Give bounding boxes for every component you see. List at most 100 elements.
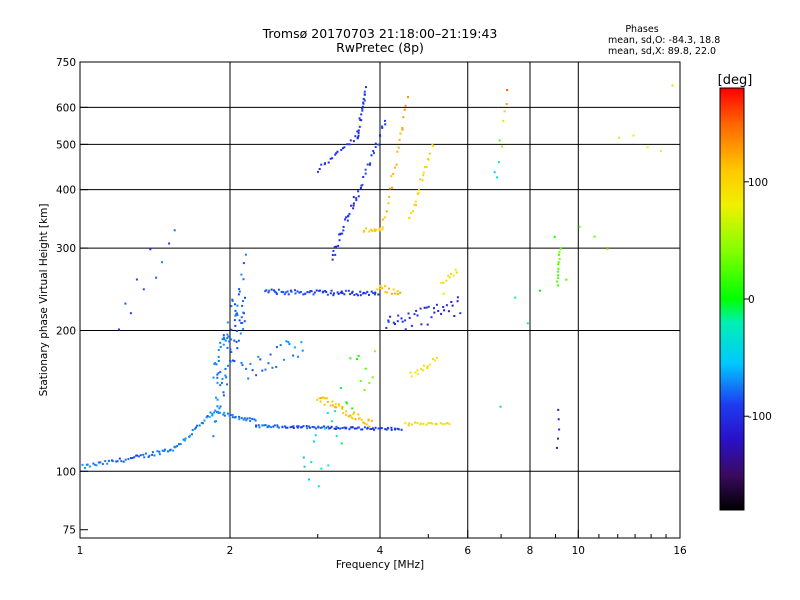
data-point: [340, 148, 343, 151]
data-point: [396, 290, 399, 293]
data-point: [216, 381, 219, 384]
data-point: [632, 134, 635, 137]
data-point: [426, 365, 429, 368]
data-point: [355, 293, 358, 296]
data-point: [174, 445, 177, 448]
data-point: [428, 152, 431, 155]
data-point: [365, 423, 368, 426]
data-point: [339, 387, 342, 389]
data-point: [553, 235, 556, 238]
data-point: [387, 319, 390, 322]
data-point: [493, 171, 496, 174]
data-point: [373, 428, 376, 431]
data-point: [359, 380, 362, 382]
data-point: [332, 404, 334, 407]
data-point: [233, 339, 236, 342]
data-point: [364, 367, 367, 370]
data-point: [309, 290, 312, 292]
data-point: [378, 229, 381, 232]
data-point: [139, 454, 142, 457]
data-point: [370, 428, 373, 430]
data-point: [431, 143, 434, 146]
data-point: [363, 230, 366, 232]
data-point: [389, 315, 392, 318]
data-point: [248, 417, 251, 420]
data-point: [447, 274, 450, 277]
data-point: [230, 338, 233, 341]
data-point: [333, 427, 336, 430]
data-point: [184, 437, 187, 440]
data-point: [366, 290, 369, 293]
data-point: [618, 136, 621, 139]
colorbar-ticks: 100 0 -100: [744, 177, 772, 423]
y-tick-label: 600: [56, 102, 76, 114]
data-point: [227, 335, 230, 338]
data-point: [454, 268, 457, 271]
data-point: [324, 427, 326, 430]
data-point: [172, 449, 175, 452]
data-point: [222, 391, 225, 394]
data-point: [390, 292, 393, 295]
data-point: [443, 309, 446, 312]
data-point: [396, 150, 399, 153]
data-point: [558, 428, 561, 431]
data-point: [410, 324, 413, 327]
data-point: [399, 132, 402, 135]
data-point: [593, 235, 596, 238]
data-point: [292, 425, 295, 428]
data-point: [397, 146, 400, 149]
data-point: [211, 412, 214, 415]
data-point: [340, 442, 343, 445]
data-point: [381, 287, 384, 290]
data-point: [223, 411, 226, 414]
data-point: [414, 200, 417, 203]
data-point: [217, 410, 219, 413]
data-point: [427, 422, 430, 425]
data-point: [219, 405, 222, 408]
data-point: [318, 397, 321, 400]
data-point: [606, 248, 609, 251]
data-point: [147, 455, 150, 458]
data-point: [349, 357, 352, 360]
data-point: [135, 278, 138, 281]
data-point: [327, 464, 330, 467]
data-point: [358, 117, 361, 120]
data-point: [423, 166, 426, 169]
data-point: [345, 401, 348, 404]
data-point: [356, 358, 358, 360]
data-point: [333, 406, 336, 409]
data-point: [216, 373, 219, 376]
data-point: [92, 462, 95, 465]
data-point: [221, 377, 224, 380]
data-point: [331, 258, 334, 261]
y-tick-label: 500: [56, 139, 76, 151]
data-point: [404, 328, 407, 331]
data-point: [124, 302, 127, 305]
data-point: [374, 142, 377, 145]
x-axis: 1 2 4 6 8 10 16: [77, 530, 687, 557]
data-point: [422, 422, 425, 425]
data-point: [659, 149, 662, 152]
data-point: [345, 216, 347, 219]
data-point: [236, 304, 239, 307]
data-point: [307, 478, 310, 481]
data-point: [355, 427, 358, 430]
data-point: [303, 465, 306, 468]
data-point: [143, 456, 146, 459]
data-point: [381, 125, 384, 128]
data-point: [357, 129, 360, 132]
data-point: [379, 284, 382, 287]
data-point: [240, 417, 243, 419]
data-point: [414, 371, 417, 374]
data-point: [198, 424, 201, 427]
data-point: [264, 290, 267, 293]
data-point: [95, 464, 98, 467]
data-point: [427, 305, 430, 308]
data-point: [285, 426, 287, 429]
phases-info-o: mean, sd,O: -84.3, 18.8: [608, 35, 720, 46]
data-point: [363, 291, 365, 294]
data-point: [217, 372, 220, 375]
data-point: [222, 336, 225, 339]
data-point: [277, 288, 280, 291]
